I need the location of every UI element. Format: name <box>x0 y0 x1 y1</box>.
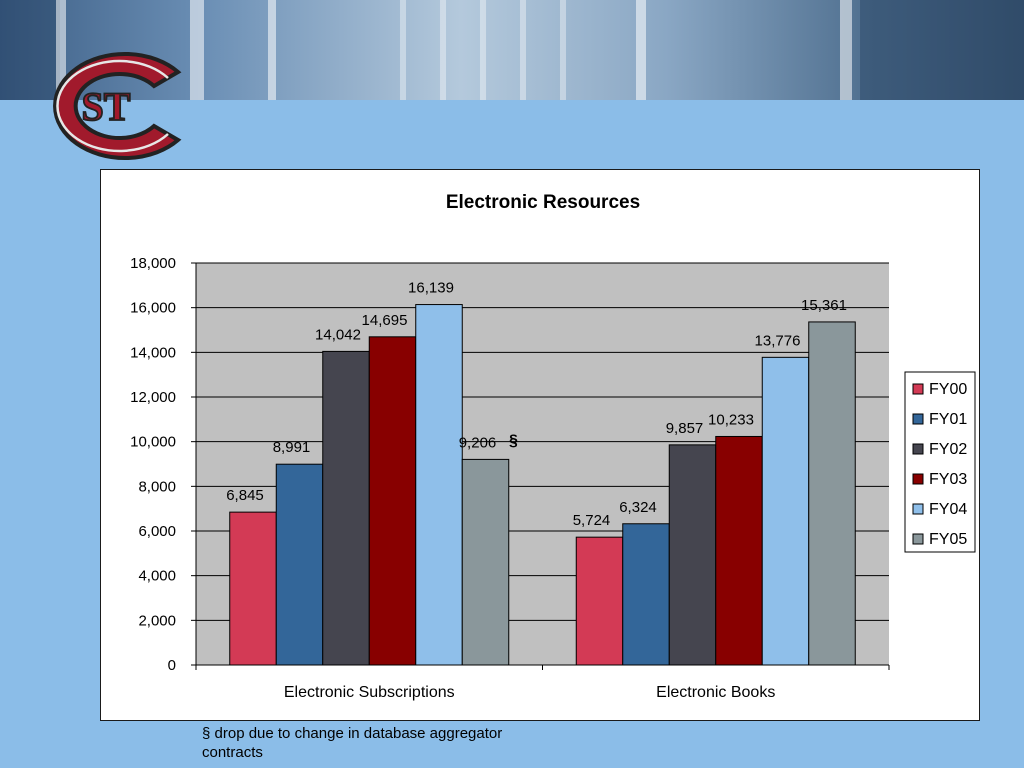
legend-label: FY03 <box>929 471 967 488</box>
y-tick-label: 16,000 <box>130 300 176 317</box>
data-label: 5,724 <box>573 512 611 529</box>
data-label: 14,042 <box>315 326 361 343</box>
bar-fy02 <box>668 444 717 666</box>
chart-title: Electronic Resources <box>446 192 640 213</box>
y-tick-label: 2,000 <box>138 612 176 629</box>
data-label: 13,776 <box>755 332 801 349</box>
bar-chart: Electronic Resources 0 2,000 4,000 6,000 8,0… <box>130 192 976 701</box>
legend-swatch-fy05 <box>912 533 924 545</box>
y-tick-label: 6,000 <box>138 523 176 540</box>
window-frame <box>190 0 204 100</box>
x-category-label: Electronic Books <box>656 684 775 701</box>
legend-label: FY00 <box>929 381 967 398</box>
legend-swatch-fy00 <box>912 383 924 395</box>
window-frame <box>560 0 566 100</box>
data-label: 14,695 <box>362 312 408 329</box>
legend-label: FY02 <box>929 441 967 458</box>
data-label: 10,233 <box>708 411 754 428</box>
data-label: 16,139 <box>408 280 454 297</box>
legend-swatch-fy01 <box>912 413 924 425</box>
bar-fy03 <box>715 435 763 666</box>
bar-fy01 <box>622 523 670 666</box>
bar-fy00 <box>575 536 624 666</box>
y-tick-label: 10,000 <box>130 434 176 451</box>
chart-container: Electronic Resources 0 2,000 4,000 6,000 8,0… <box>100 169 980 721</box>
legend-swatch-fy03 <box>912 473 924 485</box>
bar-fy03 <box>368 336 417 666</box>
window-frame <box>268 0 276 100</box>
y-tick-label: 4,000 <box>138 568 176 585</box>
logo-c-shape <box>53 52 182 160</box>
scsu-logo: ST <box>53 52 182 160</box>
data-label: 15,361 <box>801 297 847 314</box>
data-label: 8,991 <box>273 439 311 456</box>
bar-fy02 <box>322 350 370 666</box>
bar-fy05 <box>808 321 856 666</box>
window-pane <box>0 0 60 100</box>
y-tick-label: 8,000 <box>138 478 176 495</box>
bar-fy01 <box>275 463 324 666</box>
data-label: 6,845 <box>226 487 264 504</box>
y-tick-label: 18,000 <box>130 255 176 272</box>
window-frame <box>480 0 486 100</box>
bar-fy00 <box>229 511 277 666</box>
window-frame <box>636 0 646 100</box>
y-tick-label: 14,000 <box>130 344 176 361</box>
window-frame <box>440 0 446 100</box>
data-label: 9,206 <box>459 434 497 451</box>
window-frame <box>56 0 66 100</box>
annotation-mark: § <box>509 432 518 449</box>
window-frame <box>520 0 526 100</box>
legend-swatch-fy04 <box>912 503 924 515</box>
legend-label: FY01 <box>929 411 967 428</box>
legend-label: FY04 <box>929 501 967 518</box>
data-label: 9,857 <box>666 420 704 437</box>
bar-fy04 <box>761 356 810 666</box>
y-tick-label: 12,000 <box>130 389 176 406</box>
legend-swatch-fy02 <box>912 443 924 455</box>
legend <box>904 371 976 553</box>
window-pane <box>860 0 1024 100</box>
header-banner-photo <box>0 0 1024 100</box>
bar-fy05 <box>461 458 510 666</box>
window-frame <box>840 0 852 100</box>
bar-fy04 <box>415 304 463 666</box>
data-label: 6,324 <box>619 499 657 516</box>
logo-st-text: ST <box>82 84 131 129</box>
y-tick-label: 0 <box>168 657 176 674</box>
window-frame <box>400 0 406 100</box>
legend-label: FY05 <box>929 531 967 548</box>
x-category-label: Electronic Subscriptions <box>284 684 455 701</box>
footnote: § drop due to change in database aggrega… <box>202 725 503 761</box>
